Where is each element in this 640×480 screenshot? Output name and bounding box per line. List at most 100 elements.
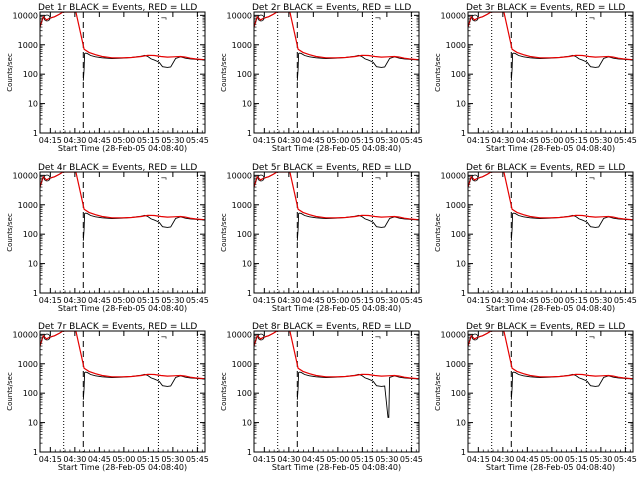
y-tick-label: 10000 xyxy=(441,171,466,180)
x-tick-label: 04:30 xyxy=(491,455,514,464)
marker-glyph: ¬ xyxy=(374,333,381,342)
start-marker xyxy=(257,174,265,182)
x-tick-label: 04:15 xyxy=(467,296,490,305)
x-tick-label: 04:15 xyxy=(253,296,276,305)
marker-glyph: ¬ xyxy=(588,174,595,183)
axes-box xyxy=(39,171,206,294)
x-tick-label: 05:00 xyxy=(112,136,135,145)
x-tick-label: 05:45 xyxy=(186,296,209,305)
x-tick-label: 04:15 xyxy=(39,136,62,145)
start-marker xyxy=(257,333,265,341)
x-tick-label: 05:15 xyxy=(565,455,588,464)
x-tick-label: 05:00 xyxy=(112,296,135,305)
x-tick-label: 04:30 xyxy=(277,296,300,305)
panel-title: Det 1r BLACK = Events, RED = LLD xyxy=(38,3,197,13)
y-tick-label: 1 xyxy=(33,289,38,298)
marker-glyph: ¬ xyxy=(160,333,167,342)
y-axis-label: Counts/sec xyxy=(6,372,14,411)
x-tick-label: 04:30 xyxy=(63,136,86,145)
axes-box xyxy=(253,11,420,134)
panel-title: Det 6r BLACK = Events, RED = LLD xyxy=(466,163,625,173)
series-events-line xyxy=(468,172,633,241)
series-lld-line xyxy=(254,12,419,61)
x-tick-label: 05:15 xyxy=(565,136,588,145)
panel-title: Det 9r BLACK = Events, RED = LLD xyxy=(466,322,625,332)
marker-glyph: ¬ xyxy=(374,174,381,183)
x-tick-label: 04:45 xyxy=(302,136,325,145)
x-tick-label: 05:45 xyxy=(614,455,637,464)
start-marker xyxy=(471,174,479,182)
marker-glyph: ¬ xyxy=(588,333,595,342)
x-tick-label: 04:15 xyxy=(253,455,276,464)
x-tick-label: 05:00 xyxy=(540,136,563,145)
x-tick-label: 05:30 xyxy=(375,296,398,305)
x-tick-label: 05:45 xyxy=(400,455,423,464)
y-axis-label: Counts/sec xyxy=(6,53,14,92)
x-tick-label: 04:30 xyxy=(491,136,514,145)
x-tick-label: 04:45 xyxy=(516,296,539,305)
x-tick-label: 05:30 xyxy=(375,455,398,464)
y-tick-label: 10000 xyxy=(441,330,466,339)
panel-title: Det 5r BLACK = Events, RED = LLD xyxy=(252,163,411,173)
start-marker xyxy=(471,333,479,341)
y-tick-label: 1 xyxy=(247,129,252,138)
axes-box xyxy=(39,11,206,134)
y-tick-label: 1000 xyxy=(18,360,38,369)
y-tick-label: 10000 xyxy=(441,11,466,20)
y-tick-label: 100 xyxy=(451,230,466,239)
y-tick-label: 10 xyxy=(28,260,38,269)
marker-glyph: ¬ xyxy=(588,14,595,23)
x-tick-label: 04:45 xyxy=(302,455,325,464)
x-axis-label: Start Time (28-Feb-05 04:08:40) xyxy=(58,304,187,313)
y-tick-label: 100 xyxy=(451,70,466,79)
y-tick-label: 100 xyxy=(23,70,38,79)
series-lld-line xyxy=(40,12,205,61)
series-events-line xyxy=(254,331,419,418)
x-tick-label: 04:45 xyxy=(302,296,325,305)
series-events-line xyxy=(40,12,205,81)
x-tick-label: 05:15 xyxy=(351,455,374,464)
panel-det-6r: Det 6r BLACK = Events, RED = LLD¬ 1 10 100 1… xyxy=(434,163,637,313)
x-tick-label: 05:45 xyxy=(614,296,637,305)
panel-det-9r: Det 9r BLACK = Events, RED = LLD¬ 1 10 100 1… xyxy=(434,322,637,472)
panel-det-7r: Det 7r BLACK = Events, RED = LLD¬ 1 10 100 1… xyxy=(6,322,209,472)
y-tick-label: 10 xyxy=(456,260,466,269)
y-tick-label: 1 xyxy=(247,448,252,457)
marker-glyph: ¬ xyxy=(160,14,167,23)
y-tick-label: 10 xyxy=(456,419,466,428)
x-tick-label: 04:15 xyxy=(467,455,490,464)
y-tick-label: 10000 xyxy=(13,11,38,20)
x-tick-label: 05:30 xyxy=(589,455,612,464)
y-tick-label: 10 xyxy=(456,100,466,109)
panel-det-2r: Det 2r BLACK = Events, RED = LLD¬ 1 10 100 1… xyxy=(220,3,423,153)
y-tick-label: 10 xyxy=(242,100,252,109)
y-tick-label: 1000 xyxy=(446,41,466,50)
y-tick-label: 10 xyxy=(242,419,252,428)
marker-glyph: ¬ xyxy=(160,174,167,183)
axes-box xyxy=(467,11,634,134)
x-tick-label: 05:15 xyxy=(137,455,160,464)
y-tick-label: 1 xyxy=(461,448,466,457)
y-tick-label: 1000 xyxy=(446,360,466,369)
y-tick-label: 100 xyxy=(23,230,38,239)
x-tick-label: 05:45 xyxy=(186,136,209,145)
y-tick-label: 10 xyxy=(242,260,252,269)
panel-det-3r: Det 3r BLACK = Events, RED = LLD¬ 1 10 100 1… xyxy=(434,3,637,153)
y-axis-label: Counts/sec xyxy=(220,53,228,92)
axes-box xyxy=(467,330,634,453)
x-tick-label: 05:00 xyxy=(326,296,349,305)
x-tick-label: 04:30 xyxy=(491,296,514,305)
y-tick-label: 1 xyxy=(461,129,466,138)
series-events-line xyxy=(40,172,205,241)
x-tick-label: 05:30 xyxy=(589,136,612,145)
y-axis-label: Counts/sec xyxy=(6,213,14,252)
x-tick-label: 04:45 xyxy=(516,136,539,145)
x-tick-label: 05:45 xyxy=(614,136,637,145)
x-tick-label: 04:45 xyxy=(88,455,111,464)
x-tick-label: 05:30 xyxy=(589,296,612,305)
series-lld-line xyxy=(468,12,633,61)
panel-title: Det 7r BLACK = Events, RED = LLD xyxy=(38,322,197,332)
x-tick-label: 05:30 xyxy=(161,136,184,145)
y-tick-label: 10000 xyxy=(13,171,38,180)
series-lld-line xyxy=(40,172,205,221)
